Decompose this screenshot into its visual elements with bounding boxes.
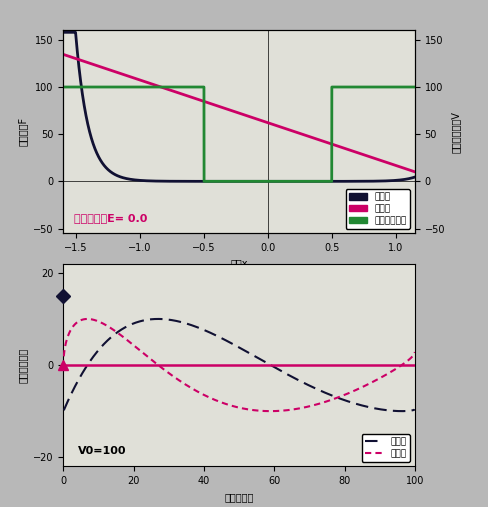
Legend: 偶関数, 奇関数: 偶関数, 奇関数 — [362, 434, 410, 462]
Text: エネルギーE= 0.0: エネルギーE= 0.0 — [74, 213, 147, 223]
X-axis label: 距離x: 距離x — [230, 259, 248, 269]
Y-axis label: 固有値判別式: 固有値判別式 — [18, 347, 28, 383]
Y-axis label: ポテンシャルV: ポテンシャルV — [450, 111, 461, 153]
Legend: 偶関数, 奇関数, ポテンシャル: 偶関数, 奇関数, ポテンシャル — [346, 189, 410, 229]
Y-axis label: 波動関数F: 波動関数F — [18, 117, 28, 147]
X-axis label: エネルギー: エネルギー — [224, 492, 254, 502]
Text: V0=100: V0=100 — [78, 446, 126, 456]
